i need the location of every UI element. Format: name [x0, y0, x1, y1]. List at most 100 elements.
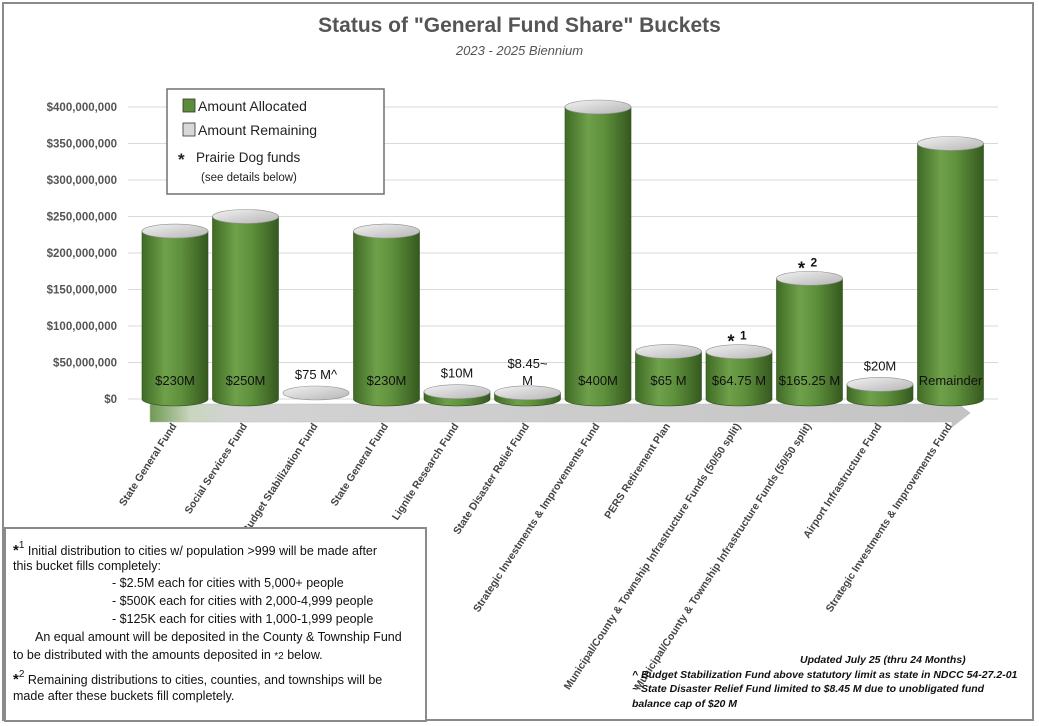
y-tick-label: $100,000,000: [47, 321, 117, 333]
note1-star: *: [13, 542, 19, 560]
bar-marker-star: *: [798, 258, 805, 278]
x-tick-label: State General Fund: [117, 421, 180, 508]
bar-top: [635, 344, 702, 359]
bar: [282, 385, 350, 401]
bar-body: [635, 351, 702, 407]
note2-line2: made after these buckets fill completely…: [13, 689, 235, 703]
x-tick-label: Lignite Research Fund: [390, 421, 462, 522]
bar: [353, 223, 420, 407]
footnote-tilde-1: ~ State Disaster Relief Fund limited to …: [632, 683, 985, 695]
bar-top: [846, 377, 914, 392]
notes-box: *1 Initial distribution to cities w/ pop…: [4, 527, 427, 722]
x-tick-label: Social Services Fund: [182, 421, 250, 516]
y-tick-label: $0: [104, 394, 117, 406]
bar-body: [353, 230, 420, 407]
bar-body: [705, 351, 773, 407]
note1-bullet2: - $500K each for cities with 2,000-4,999…: [112, 594, 374, 608]
bar-body: [917, 143, 984, 407]
bars: [141, 99, 984, 407]
bar: [141, 223, 209, 407]
legend-label-remaining: Amount Remaining: [198, 122, 317, 138]
y-tick-label: $300,000,000: [47, 175, 117, 187]
bar-top: [776, 271, 843, 286]
bar: [846, 377, 914, 407]
data-label: $10M: [441, 366, 474, 381]
bar: [705, 344, 773, 407]
footnote-tilde-2: balance cap of $20 M: [632, 697, 738, 710]
bar-body: [564, 106, 632, 407]
data-labels: $230M $250M $75 M^ $230M $10M $8.45~ M $400M $65…: [155, 255, 983, 388]
bar-body: [212, 216, 279, 407]
x-tick-label: Airport Infrastructure Fund: [801, 421, 884, 541]
bar-marker-star: *: [727, 332, 734, 352]
note2-sup: 2: [18, 669, 25, 680]
bar-marker-number: 2: [811, 255, 818, 269]
legend-star-symbol: *: [178, 150, 185, 169]
note2-text1: Remaining distributions to cities, count…: [24, 673, 383, 688]
bar-top: [141, 223, 209, 239]
bar-body: [141, 230, 209, 407]
y-tick-label: $350,000,000: [47, 139, 117, 151]
data-label: $20M: [864, 358, 897, 373]
data-label: $64.75 M: [712, 373, 766, 388]
bar-top: [917, 136, 984, 151]
y-tick-label: $50,000,000: [53, 358, 117, 370]
y-tick-label: $400,000,000: [47, 102, 117, 114]
legend-swatch-remaining: [182, 122, 196, 137]
y-axis-ticks: $0 $50,000,000 $100,000,000 $150,000,000 $20…: [47, 102, 117, 406]
y-tick-label: $150,000,000: [47, 285, 117, 297]
bar-marker-number: 1: [740, 329, 747, 343]
note1-ref: *2: [274, 651, 284, 662]
bar-top: [564, 99, 632, 115]
x-tick-label: Strategic Investments & Improvements Fun…: [471, 421, 602, 614]
note1-text4b: below.: [283, 648, 323, 662]
bar-remaining-top: [282, 385, 350, 401]
note1-line2: this bucket fills completely:: [13, 559, 161, 573]
bar-top: [705, 344, 773, 360]
footnote-caret: ^ Budget Stabilization Fund above statut…: [632, 668, 1018, 681]
updated-date: Updated July 25 (thru 24 Months): [800, 654, 966, 666]
legend-swatch-allocated: [182, 98, 196, 113]
legend-label-allocated: Amount Allocated: [198, 98, 307, 114]
note1-text1: Initial distribution to cities w/ popula…: [24, 544, 378, 559]
bar: [635, 344, 702, 407]
bar: [776, 271, 843, 407]
data-label: $75 M^: [295, 367, 338, 382]
x-tick-label: Strategic Investments & Improvements Fun…: [824, 421, 955, 614]
legend-label-prairie-sub: (see details below): [201, 172, 297, 184]
bar-body: [776, 278, 843, 407]
note2-line1: *2 Remaining distributions to cities, co…: [13, 668, 382, 689]
bar: [212, 209, 279, 407]
legend-box: [166, 88, 385, 195]
data-label: $165.25 M: [779, 373, 840, 388]
legend-label-prairie: Prairie Dog funds: [196, 150, 301, 165]
bar: [917, 136, 984, 407]
data-label: Remainder: [919, 373, 983, 388]
bar-top: [423, 384, 491, 400]
note1-bullet1: - $2.5M each for cities with 5,000+ peop…: [112, 576, 344, 590]
note1-line4: to be distributed with the amounts depos…: [13, 646, 323, 666]
bar: [564, 99, 632, 407]
y-tick-label: $250,000,000: [47, 212, 117, 224]
x-tick-label: State General Fund: [329, 421, 392, 508]
data-label: $65 M: [650, 373, 686, 388]
bar-top: [212, 209, 279, 224]
bar-top: [494, 385, 561, 401]
chart-title: Status of "General Fund Share" Buckets: [318, 14, 721, 37]
y-tick-label: $200,000,000: [47, 248, 117, 260]
note1-line1: *1 Initial distribution to cities w/ pop…: [13, 539, 377, 560]
chart-subtitle: 2023 - 2025 Biennium: [455, 43, 584, 58]
note1-bullet3: - $125K each for cities with 1,000-1,999…: [112, 612, 374, 626]
legend: Amount Allocated Amount Remaining * Prai…: [166, 88, 385, 195]
bar: [423, 384, 491, 407]
x-axis-arrow: [149, 398, 971, 428]
note2-star: *: [13, 671, 19, 689]
data-label: $250M: [226, 373, 266, 388]
data-label: $400M: [578, 373, 618, 388]
x-tick-label: Budget Stabilization Fund: [240, 421, 321, 536]
x-tick-label: State Disaster Relief Fund: [451, 421, 532, 537]
data-label: $8.45~: [507, 356, 548, 371]
data-label: $230M: [155, 373, 195, 388]
